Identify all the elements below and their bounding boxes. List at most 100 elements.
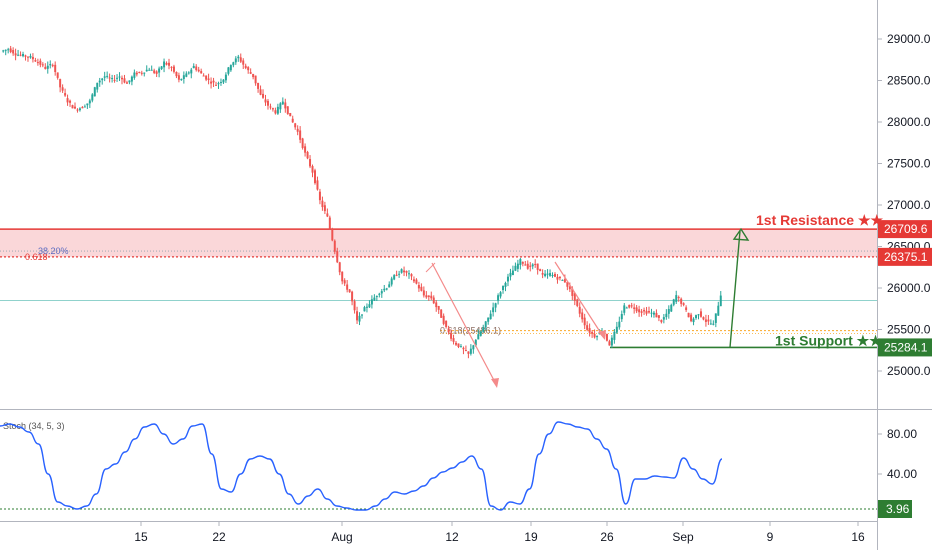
candle-body [667, 308, 670, 314]
candle-body [363, 307, 366, 312]
candle-body [719, 295, 722, 307]
projection-arrowhead-1 [491, 378, 499, 388]
candle-body [544, 273, 547, 277]
candle-body [175, 72, 178, 77]
candle-body [185, 73, 188, 77]
candle-body [333, 240, 336, 252]
candle-body [294, 123, 297, 128]
candle-body [692, 318, 695, 323]
candle-body [484, 321, 487, 328]
candle-body [378, 293, 381, 295]
candle-body [677, 297, 680, 299]
candle-body [61, 87, 64, 91]
candle-body [274, 110, 277, 114]
candle-body [568, 286, 571, 290]
candle-body [425, 295, 428, 298]
candle-body [506, 276, 509, 282]
candle-body [613, 331, 616, 340]
oscillator-axis-ticks: 80.00 40.00 [877, 427, 917, 481]
candle-body [351, 291, 354, 302]
candle-body [445, 320, 448, 327]
candle-body [2, 50, 5, 52]
candle-body [51, 65, 54, 67]
candle-body [187, 72, 190, 74]
candle-body [19, 54, 22, 56]
candle-body [635, 307, 638, 312]
target-arrowhead [732, 227, 750, 241]
candle-body [531, 264, 534, 267]
candle-body [244, 65, 247, 69]
candle-body [259, 89, 262, 95]
candle-body [581, 312, 584, 320]
fib-lower-label: 0.618(25486.1) [440, 326, 501, 336]
oscillator-name: Stoch (34, 5, 3) [3, 421, 65, 431]
candle-body [437, 306, 440, 310]
candle-body [410, 274, 413, 277]
candle-body [348, 289, 351, 293]
candle-body [675, 295, 678, 302]
candle-body [610, 337, 613, 346]
candle-body [373, 297, 376, 301]
candle-body [262, 93, 265, 98]
candle-body [212, 80, 215, 83]
candle-body [660, 319, 663, 323]
price-tick-label: 26000.0 [887, 281, 931, 295]
candle-body [210, 81, 213, 84]
candle-body [111, 78, 114, 80]
candle-body [106, 75, 109, 77]
candle-body [113, 79, 116, 81]
candle-body [502, 285, 505, 291]
candle-body [662, 317, 665, 320]
candle-body [247, 67, 250, 71]
candle-body [12, 50, 15, 54]
candle-body [519, 259, 522, 265]
candle-body [182, 75, 185, 79]
candle-body [64, 93, 67, 96]
candle-body [482, 327, 485, 332]
candle-body [403, 270, 406, 273]
candle-body [457, 343, 460, 348]
candle-body [412, 279, 415, 282]
candle-body [561, 279, 564, 281]
candle-body [459, 346, 462, 348]
projection-arrowhead-2 [598, 330, 606, 340]
candle-body [224, 74, 227, 81]
candle-body [279, 103, 282, 110]
projection-tick [425, 262, 436, 273]
candle-body [121, 77, 123, 80]
candle-body [44, 66, 47, 69]
candle-body [576, 299, 579, 306]
candle-body [368, 304, 371, 308]
candle-body [385, 288, 388, 290]
fib-value-box [878, 247, 932, 266]
candle-body [467, 351, 470, 354]
candle-body [494, 303, 497, 308]
candle-body [98, 80, 101, 83]
candle-body [323, 205, 326, 212]
candle-body [469, 348, 472, 354]
candle-body [56, 72, 59, 78]
candle-body [640, 311, 643, 313]
candle-body [71, 105, 74, 109]
candle-body [7, 49, 10, 51]
candle-body [390, 278, 393, 285]
candle-body [383, 288, 386, 291]
candle-body [284, 102, 287, 109]
candle-body [271, 108, 274, 110]
candle-body [417, 285, 420, 289]
candle-body [534, 263, 537, 266]
candle-body [652, 312, 655, 315]
candle-body [648, 311, 651, 313]
candle-body [331, 228, 334, 241]
candle-body [316, 180, 319, 190]
candle-body [447, 328, 450, 333]
candle-body [472, 345, 475, 350]
candle-body [526, 263, 529, 269]
time-tick-label: 12 [445, 530, 459, 544]
price-tick-label: 27500.0 [887, 157, 931, 171]
fib-pct-label: 38.20% [38, 246, 69, 256]
time-tick-label: 16 [851, 530, 865, 544]
candle-body [237, 56, 240, 59]
candle-body [306, 151, 309, 159]
price-tick-label: 25500.0 [887, 323, 931, 337]
